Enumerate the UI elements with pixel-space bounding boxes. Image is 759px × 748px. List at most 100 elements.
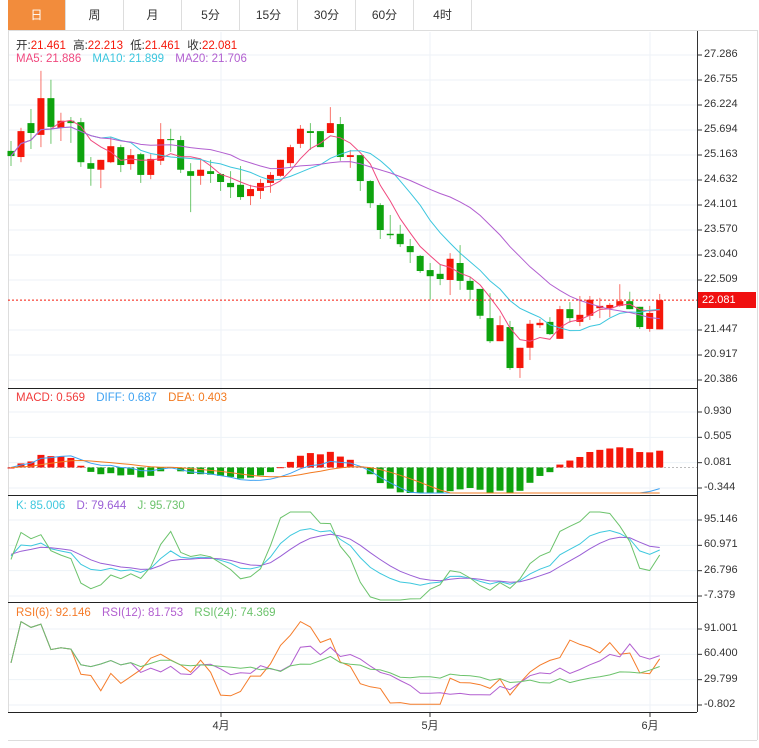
tab-15min[interactable]: 15分 <box>240 0 298 30</box>
macd-bar-negative <box>207 467 215 475</box>
tab-month[interactable]: 月 <box>124 0 182 30</box>
d-line <box>10 533 660 583</box>
high-label: 高: <box>73 40 88 52</box>
price-axis-label: 23.570 <box>704 223 738 235</box>
candle-down <box>77 122 85 163</box>
macd-bar-negative <box>436 467 444 493</box>
macd-bar-negative <box>197 467 205 475</box>
rsi12-line <box>10 620 660 696</box>
candle-up <box>296 128 304 144</box>
macd-bar-positive <box>326 451 334 468</box>
candle-up <box>516 347 524 369</box>
ma10-value: MA10: 21.899 <box>92 53 165 65</box>
candle-up <box>57 120 65 128</box>
candle-up <box>606 304 614 309</box>
candle-up <box>326 123 334 133</box>
open-label: 开: <box>16 40 31 52</box>
rsi24-line <box>10 620 660 684</box>
tab-week[interactable]: 周 <box>66 0 124 30</box>
macd-bar-positive <box>27 461 35 468</box>
candle-down <box>306 131 314 133</box>
candle-up <box>247 189 255 197</box>
candle-down <box>137 154 145 175</box>
low-value: 21.461 <box>144 40 181 52</box>
rsi12-value: RSI(12): 81.753 <box>102 607 184 619</box>
macd-axis-label: 0.081 <box>704 455 732 468</box>
candle-up <box>257 182 264 191</box>
macd-axis-label: 0.930 <box>704 405 732 417</box>
candle-up <box>526 323 534 348</box>
current-price-tag: 22.081 <box>698 292 756 308</box>
candle-up <box>157 139 165 161</box>
macd-bar-negative <box>386 467 394 489</box>
candle-down <box>436 273 444 280</box>
rsi-axis-label: 29.799 <box>704 672 738 685</box>
candle-up <box>656 300 664 330</box>
macd-bar-negative <box>496 467 504 491</box>
price-axis-label: 25.163 <box>704 148 738 160</box>
macd-bar-negative <box>187 467 195 474</box>
tab-5min[interactable]: 5分 <box>182 0 240 30</box>
high-value: 22.213 <box>87 40 123 52</box>
macd-bar-negative <box>476 467 484 490</box>
price-axis-label: 24.632 <box>704 173 738 185</box>
tab-4hour[interactable]: 4时 <box>414 0 472 30</box>
open-value: 21.461 <box>30 40 66 52</box>
kdj-axis-label: 26.796 <box>704 563 738 576</box>
macd-bar-negative <box>147 467 155 476</box>
candle-down <box>636 306 644 328</box>
macd-bar-negative <box>456 467 464 490</box>
low-label: 低: <box>130 40 145 52</box>
candle-down <box>187 171 195 176</box>
macd-bar-positive <box>596 449 604 468</box>
macd-bar-negative <box>257 467 264 476</box>
macd-bar-positive <box>636 452 644 468</box>
macd-bar-positive <box>286 461 294 468</box>
kdj-axis-label: 95.146 <box>704 513 738 525</box>
macd-bar-positive <box>67 457 75 468</box>
macd-bar-negative <box>446 467 454 492</box>
x-axis-label: 6月 <box>641 720 659 732</box>
candle-up <box>37 98 45 135</box>
candle-down <box>336 124 344 158</box>
candle-up <box>147 158 155 175</box>
macd-bar-positive <box>566 460 574 468</box>
k-value: K: 85.006 <box>16 500 66 512</box>
dea-line <box>10 459 660 494</box>
tab-day[interactable]: 日 <box>8 0 66 30</box>
macd-bar-negative <box>127 467 135 475</box>
tab-30min[interactable]: 30分 <box>298 0 356 30</box>
macd-bar-positive <box>646 452 654 468</box>
close-value: 22.081 <box>201 40 238 52</box>
price-axis-label: 21.447 <box>704 323 738 335</box>
candle-down <box>167 139 175 141</box>
tab-60min[interactable]: 60分 <box>356 0 414 30</box>
candle-down <box>466 280 474 290</box>
ma5-line <box>10 119 660 342</box>
price-axis-label: 25.694 <box>704 123 738 135</box>
macd-bar-positive <box>306 453 314 468</box>
candle-down <box>386 233 394 236</box>
price-axis-label: 22.509 <box>704 273 738 285</box>
macd-bar-positive <box>586 451 594 468</box>
candle-down <box>456 263 464 281</box>
candle-up <box>496 325 504 342</box>
rsi6-value: RSI(6): 92.146 <box>16 607 91 619</box>
rsi6-line <box>10 620 661 705</box>
price-axis-label: 26.224 <box>704 98 738 110</box>
macd-bar-negative <box>137 467 145 478</box>
candle-down <box>237 184 245 198</box>
macd-bar-positive <box>346 459 354 468</box>
macd-bar-positive <box>576 456 584 468</box>
macd-bar-positive <box>77 465 85 468</box>
candle-up <box>286 147 294 164</box>
candle-down <box>366 181 374 204</box>
candle-down <box>227 182 235 188</box>
macd-bar-negative <box>426 467 434 493</box>
ohlc-readout: 开:21.461 高:22.213 低:21.461 收:22.081 <box>16 37 241 53</box>
price-axis-label: 26.755 <box>704 73 738 85</box>
candle-down <box>626 301 634 310</box>
period-tabs: 日 周 月 5分 15分 30分 60分 4时 <box>8 0 758 31</box>
kdj-axis-label: -7.379 <box>704 589 736 601</box>
